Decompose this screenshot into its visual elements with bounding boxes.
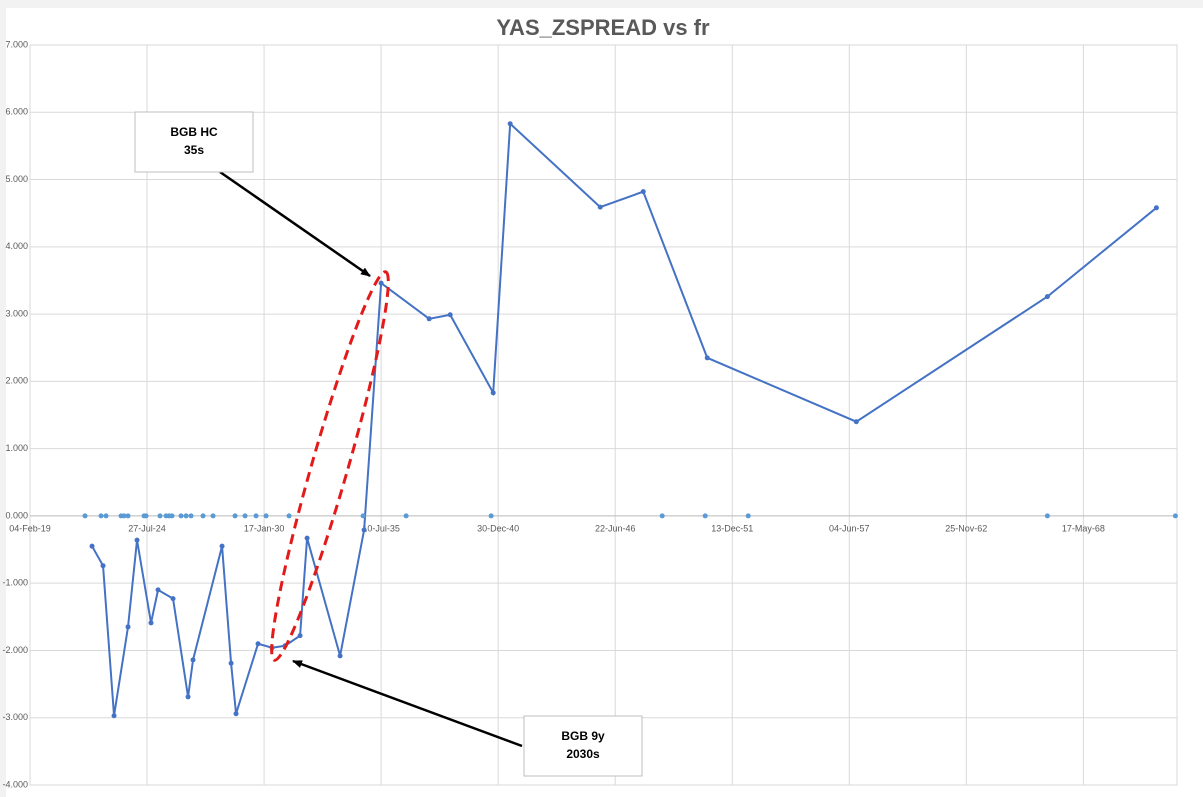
point bbox=[304, 535, 310, 541]
point bbox=[286, 513, 292, 519]
y-tick-label: 3.000 bbox=[5, 308, 28, 318]
arrow bbox=[219, 170, 371, 278]
point bbox=[185, 694, 191, 700]
point bbox=[121, 513, 127, 519]
y-tick-label: 2.000 bbox=[5, 376, 28, 386]
spreadsheet-strip bbox=[0, 0, 1203, 8]
chart-title: YAS_ZSPREAD vs fr bbox=[496, 15, 710, 40]
point bbox=[233, 711, 239, 717]
x-tick-label: 13-Dec-51 bbox=[711, 523, 753, 533]
y-tick-label: -3.000 bbox=[2, 712, 28, 722]
y-tick-label: -2.000 bbox=[2, 645, 28, 655]
point bbox=[426, 316, 432, 322]
point bbox=[125, 624, 131, 630]
point bbox=[378, 280, 384, 286]
x-tick-label: 10-Jul-35 bbox=[362, 523, 400, 533]
point bbox=[704, 355, 710, 361]
point bbox=[125, 513, 131, 519]
y-tick-label: 5.000 bbox=[5, 174, 28, 184]
series-line bbox=[91, 121, 1158, 716]
point bbox=[134, 537, 140, 543]
point bbox=[640, 189, 646, 195]
point bbox=[255, 641, 261, 647]
point bbox=[447, 312, 453, 318]
point bbox=[82, 513, 88, 519]
point bbox=[1044, 513, 1050, 519]
point bbox=[210, 513, 216, 519]
point bbox=[702, 513, 708, 519]
row-header bbox=[0, 0, 6, 797]
point bbox=[103, 513, 109, 519]
point bbox=[297, 633, 303, 639]
y-tick-label: 7.000 bbox=[5, 39, 28, 49]
point bbox=[143, 513, 149, 519]
point bbox=[89, 543, 95, 549]
point bbox=[337, 653, 343, 659]
point bbox=[745, 513, 751, 519]
highlight-ellipse bbox=[270, 270, 390, 662]
point bbox=[178, 513, 184, 519]
x-tick-label: 27-Jul-24 bbox=[128, 523, 166, 533]
x-tick-label: 30-Dec-40 bbox=[477, 523, 519, 533]
y-tick-label: 1.000 bbox=[5, 443, 28, 453]
annotation-text: BGB HC bbox=[170, 125, 218, 139]
point bbox=[1153, 205, 1159, 211]
x-tick-label: 04-Feb-19 bbox=[9, 523, 51, 533]
point bbox=[403, 513, 409, 519]
x-tick-label: 17-Jan-30 bbox=[244, 523, 285, 533]
point bbox=[200, 513, 206, 519]
point bbox=[100, 563, 106, 569]
x-tick-label: 22-Jun-46 bbox=[595, 523, 636, 533]
annotation-text: 2030s bbox=[566, 747, 600, 761]
point bbox=[1044, 294, 1050, 300]
point bbox=[853, 419, 859, 425]
point bbox=[490, 390, 496, 396]
point bbox=[219, 543, 225, 549]
annotation-text: 35s bbox=[184, 143, 204, 157]
y-tick-label: -1.000 bbox=[2, 578, 28, 588]
x-tick-label: 25-Nov-62 bbox=[945, 523, 987, 533]
point bbox=[228, 660, 234, 666]
point bbox=[253, 513, 259, 519]
y-tick-label: 6.000 bbox=[5, 107, 28, 117]
annotation-box bbox=[523, 715, 643, 777]
point bbox=[188, 513, 194, 519]
annotation-box bbox=[134, 111, 254, 173]
point bbox=[155, 587, 161, 593]
point bbox=[507, 121, 513, 127]
point bbox=[148, 620, 154, 626]
point bbox=[597, 204, 603, 210]
point bbox=[1172, 513, 1178, 519]
arrow bbox=[292, 659, 523, 748]
point bbox=[190, 657, 196, 663]
point bbox=[157, 513, 163, 519]
y-tick-label: 0.000 bbox=[5, 510, 28, 520]
point bbox=[98, 513, 104, 519]
point bbox=[232, 513, 238, 519]
x-tick-label: 04-Jun-57 bbox=[829, 523, 870, 533]
point bbox=[659, 513, 665, 519]
point bbox=[170, 596, 176, 602]
point bbox=[183, 513, 189, 519]
point bbox=[360, 513, 366, 519]
point bbox=[169, 513, 175, 519]
point bbox=[361, 527, 367, 533]
y-tick-label: 4.000 bbox=[5, 241, 28, 251]
y-tick-label: -4.000 bbox=[2, 779, 28, 789]
x-tick-label: 17-May-68 bbox=[1062, 523, 1105, 533]
point bbox=[263, 513, 269, 519]
point bbox=[488, 513, 494, 519]
point bbox=[111, 713, 117, 719]
annotation-text: BGB 9y bbox=[561, 729, 605, 743]
point bbox=[242, 513, 248, 519]
